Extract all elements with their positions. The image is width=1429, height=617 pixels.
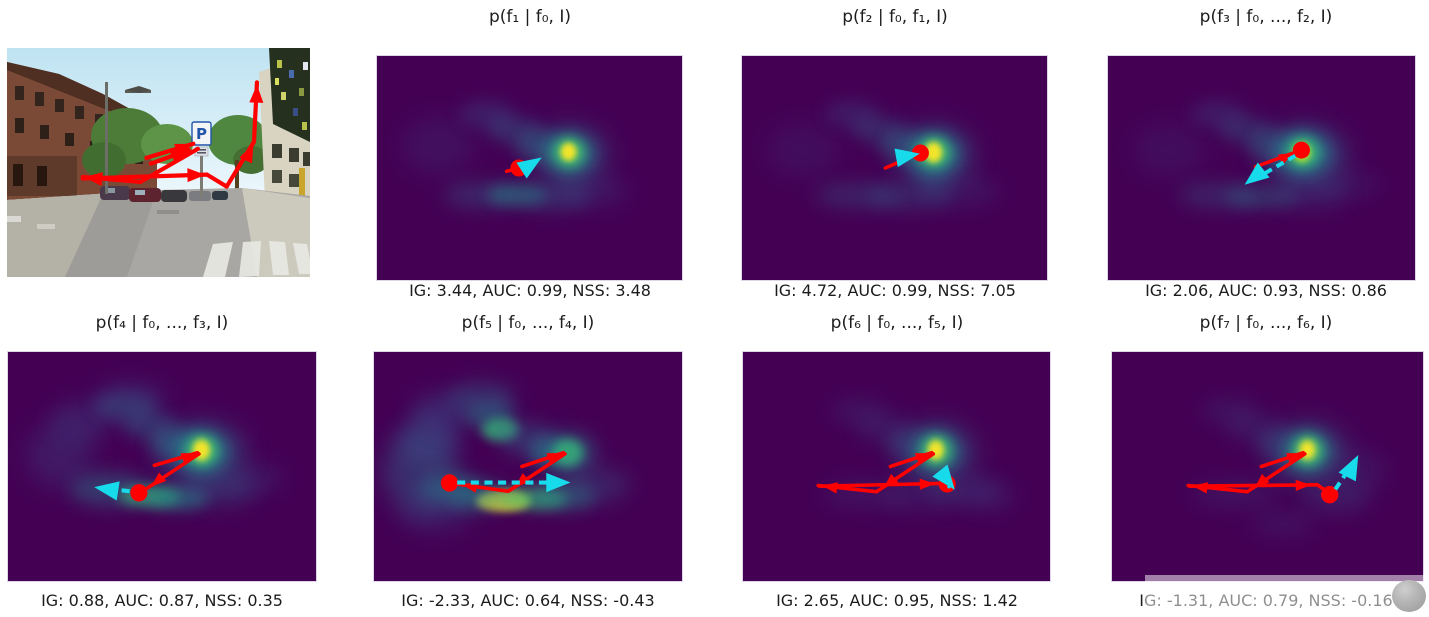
heatmap-panel-f7: [1111, 351, 1424, 582]
panel-title-f5: p(f₅ | f₀, ..., f₄, I): [461, 313, 595, 333]
heatmap-svg-p4: [8, 352, 316, 581]
metrics-f4: IG: 0.88, AUC: 0.87, NSS: 0.35: [41, 591, 283, 610]
stimulus-photo-svg: P: [7, 48, 310, 277]
photo-trees: [82, 108, 269, 198]
stimulus-photo: P: [7, 48, 310, 277]
heatmap-svg-p1: [377, 56, 682, 280]
heatmap-panel-f6: [742, 351, 1051, 582]
metrics-f2: IG: 4.72, AUC: 0.99, NSS: 7.05: [774, 281, 1016, 300]
panel-title-f3: p(f₃ | f₀, ..., f₂, I): [1199, 7, 1333, 27]
photo-scanpath: [80, 80, 264, 189]
heatmap-panel-f3: [1107, 55, 1416, 281]
cursor-blob: [1392, 580, 1426, 612]
heatmap-panel-f5: [373, 351, 683, 582]
heatmap-svg-p2: [742, 56, 1047, 280]
metrics-f7: IG: -1.31, AUC: 0.79, NSS: -0.16: [1139, 591, 1393, 610]
photo-right-building: [259, 48, 310, 216]
panel-title-f1: p(f₁ | f₀, I): [488, 7, 571, 27]
photo-parking-sign: P: [191, 121, 212, 198]
heatmap-svg-p7: [1112, 352, 1423, 581]
photo-road: [7, 188, 310, 277]
panel-title-f4: p(f₄ | f₀, ..., f₃, I): [95, 313, 229, 333]
heatmap-panel-f2: [741, 55, 1048, 281]
parking-sign-letter: P: [196, 125, 207, 143]
heatmap-svg-p3: [1108, 56, 1415, 280]
photo-crosswalk: [203, 241, 310, 277]
heatmap-svg-p5: [374, 352, 682, 581]
heatmap-panel-f4: [7, 351, 317, 582]
heatmap-panel-f1: [376, 55, 683, 281]
heatmap-svg-p6: [743, 352, 1050, 581]
panel-title-f7: p(f₇ | f₀, ..., f₆, I): [1199, 313, 1333, 333]
metrics-f5: IG: -2.33, AUC: 0.64, NSS: -0.43: [401, 591, 655, 610]
metrics-f1: IG: 3.44, AUC: 0.99, NSS: 3.48: [409, 281, 651, 300]
metrics-f3: IG: 2.06, AUC: 0.93, NSS: 0.86: [1145, 281, 1387, 300]
photo-pole: [105, 82, 151, 194]
metrics-f6: IG: 2.65, AUC: 0.95, NSS: 1.42: [776, 591, 1018, 610]
panel-title-f6: p(f₆ | f₀, ..., f₅, I): [830, 313, 964, 333]
panel-title-f2: p(f₂ | f₀, f₁, I): [842, 7, 948, 27]
